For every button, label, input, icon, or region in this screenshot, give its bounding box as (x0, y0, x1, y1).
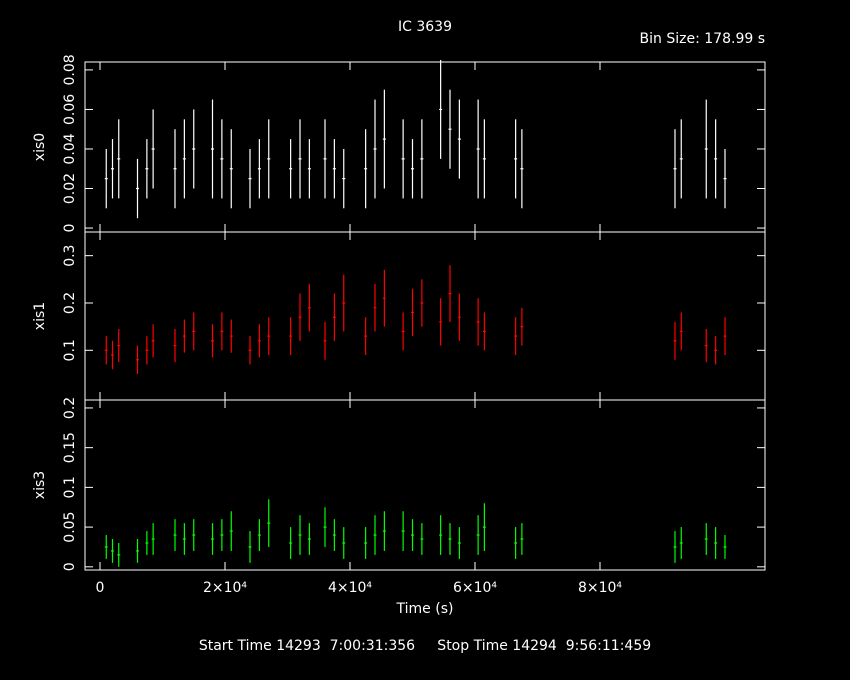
y-tick-label: 0.04 (62, 133, 78, 164)
y-tick-label: 0.1 (62, 476, 78, 498)
x-tick-label: 6×10⁴ (453, 580, 497, 596)
x-tick-label: 0 (96, 580, 105, 596)
y-tick-label: 0.08 (62, 54, 78, 85)
y-tick-label: 0.1 (62, 339, 78, 361)
y-tick-label: 0 (62, 224, 78, 233)
x-tick-label: 2×10⁴ (203, 580, 247, 596)
bin-size: Bin Size: 178.99 s (640, 31, 765, 47)
y-axis-label: xis1 (32, 302, 48, 330)
y-tick-label: 0.2 (62, 397, 78, 419)
y-axis-label: xis0 (32, 133, 48, 161)
y-tick-label: 0.06 (62, 94, 78, 125)
y-axis-label: xis3 (32, 471, 48, 499)
y-tick-label: 0.3 (62, 245, 78, 267)
panel-frame (84, 399, 766, 571)
panel-frame (84, 61, 766, 233)
y-tick-label: 0.02 (62, 173, 78, 204)
x-tick-label: 4×10⁴ (328, 580, 372, 596)
y-tick-label: 0.2 (62, 292, 78, 314)
y-tick-label: 0.05 (62, 512, 78, 543)
footer: Start Time 14293 7:00:31:356 Stop Time 1… (199, 638, 651, 654)
chart-title: IC 3639 (398, 19, 452, 35)
y-tick-label: 0 (62, 562, 78, 571)
x-tick-label: 8×10⁴ (578, 580, 622, 596)
y-tick-label: 0.15 (62, 432, 78, 463)
x-axis-label: Time (s) (396, 601, 454, 617)
panel-frame (84, 231, 766, 401)
